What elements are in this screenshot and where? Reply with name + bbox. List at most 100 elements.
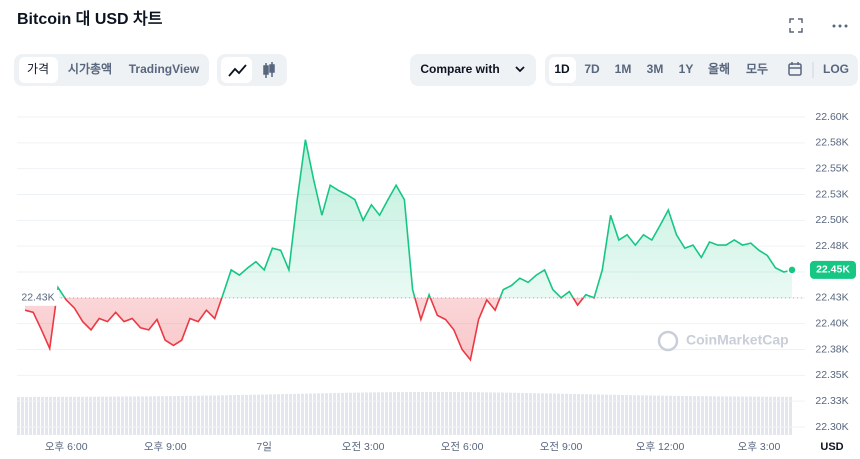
volume-bar — [181, 395, 184, 435]
volume-bar — [141, 396, 144, 435]
volume-bar — [53, 396, 56, 435]
volume-bar — [25, 396, 28, 435]
range-button[interactable]: 7D — [584, 62, 600, 76]
volume-bar — [649, 395, 652, 435]
volume-bar — [769, 396, 772, 435]
range-button[interactable]: 1M — [615, 62, 632, 76]
volume-bar — [249, 394, 252, 435]
volume-bar — [773, 396, 776, 435]
range-button[interactable]: 1Y — [679, 62, 694, 76]
volume-bar — [229, 395, 232, 435]
volume-bar — [729, 396, 732, 435]
expand-icon[interactable] — [789, 18, 803, 33]
line-icon — [228, 64, 247, 77]
volume-bar — [617, 394, 620, 435]
range-button[interactable]: 3M — [647, 62, 664, 76]
volume-bar — [113, 396, 116, 435]
y-tick-label: 22.43K — [815, 292, 848, 304]
tab[interactable]: TradingView — [129, 62, 200, 76]
volume-bar — [609, 394, 612, 435]
y-tick-label: 22.30K — [815, 421, 848, 433]
volume-bar — [361, 392, 364, 435]
volume-bar — [625, 395, 628, 435]
baseline-label: 22.43K — [21, 292, 54, 304]
volume-bar — [297, 393, 300, 435]
candle-icon[interactable] — [263, 62, 275, 78]
volume-bar — [41, 396, 44, 435]
volume-bar — [601, 394, 604, 435]
range-button[interactable]: 올해 — [708, 62, 730, 76]
y-tick-label: 22.58K — [815, 137, 848, 149]
volume-bar — [217, 395, 220, 435]
volume-bar — [345, 392, 348, 435]
tab[interactable]: 시가총액 — [68, 61, 112, 76]
volume-bar — [381, 392, 384, 435]
volume-bar — [29, 396, 32, 435]
volume-bar — [449, 392, 452, 435]
volume-bar — [413, 392, 416, 435]
volume-bar — [313, 393, 316, 435]
more-icon[interactable] — [832, 24, 848, 28]
range-button[interactable]: 모두 — [746, 62, 768, 76]
volume-bar — [781, 396, 784, 435]
volume-bar — [669, 395, 672, 435]
volume-bar — [389, 392, 392, 435]
volume-bar — [741, 396, 744, 435]
volume-bar — [561, 393, 564, 435]
volume-bar — [301, 393, 304, 435]
volume-bar — [501, 392, 504, 435]
volume-bar — [49, 396, 52, 435]
x-tick-label: 오전 9:00 — [540, 441, 583, 453]
last-point — [787, 265, 797, 275]
volume-bar — [557, 393, 560, 435]
y-tick-label: 22.38K — [815, 343, 848, 355]
volume-bar — [681, 395, 684, 435]
y-tick-label: 22.60K — [815, 111, 848, 123]
volume-bar — [525, 393, 528, 435]
volume-bar — [745, 396, 748, 435]
compare-label: Compare with — [420, 62, 499, 76]
volume-bar — [757, 396, 760, 435]
volume-bar — [65, 396, 68, 435]
x-tick-label: 오후 6:00 — [45, 441, 88, 453]
volume-bar — [489, 392, 492, 435]
volume-bar — [689, 396, 692, 435]
range-button[interactable]: 1D — [554, 62, 570, 76]
calendar-icon[interactable] — [788, 62, 802, 76]
x-tick-label: 오후 3:00 — [738, 441, 781, 453]
volume-bar — [193, 395, 196, 435]
volume-bar — [433, 392, 436, 435]
volume-bar — [569, 393, 572, 435]
tab-active-bg — [19, 57, 58, 83]
volume-bar — [289, 393, 292, 435]
volume-bar — [377, 392, 380, 435]
volume-bar — [205, 395, 208, 435]
volume-bar — [61, 396, 64, 435]
x-tick-label: 오전 6:00 — [441, 441, 484, 453]
volume-bar — [577, 394, 580, 435]
volume-bar — [145, 396, 148, 435]
log-button[interactable]: LOG — [823, 62, 849, 76]
area-down — [25, 297, 584, 360]
volume-bar — [161, 396, 164, 435]
volume-bar — [89, 396, 92, 435]
volume-bar — [421, 392, 424, 435]
volume-bar — [237, 395, 240, 435]
volume-bar — [277, 394, 280, 435]
volume-bar — [677, 395, 680, 435]
compare-button[interactable] — [410, 54, 536, 86]
volume-bar — [765, 396, 768, 435]
volume-bar — [509, 392, 512, 435]
volume-bar — [437, 392, 440, 435]
volume-bar — [357, 392, 360, 435]
volume-bar — [721, 396, 724, 435]
volume-bar — [661, 395, 664, 435]
volume-bar — [629, 395, 632, 435]
volume-bar — [33, 396, 36, 435]
volume-bar — [725, 396, 728, 435]
tab[interactable]: 가격 — [27, 62, 49, 76]
volume-bar — [85, 396, 88, 435]
volume-bar — [37, 396, 40, 435]
volume-bar — [73, 396, 76, 435]
